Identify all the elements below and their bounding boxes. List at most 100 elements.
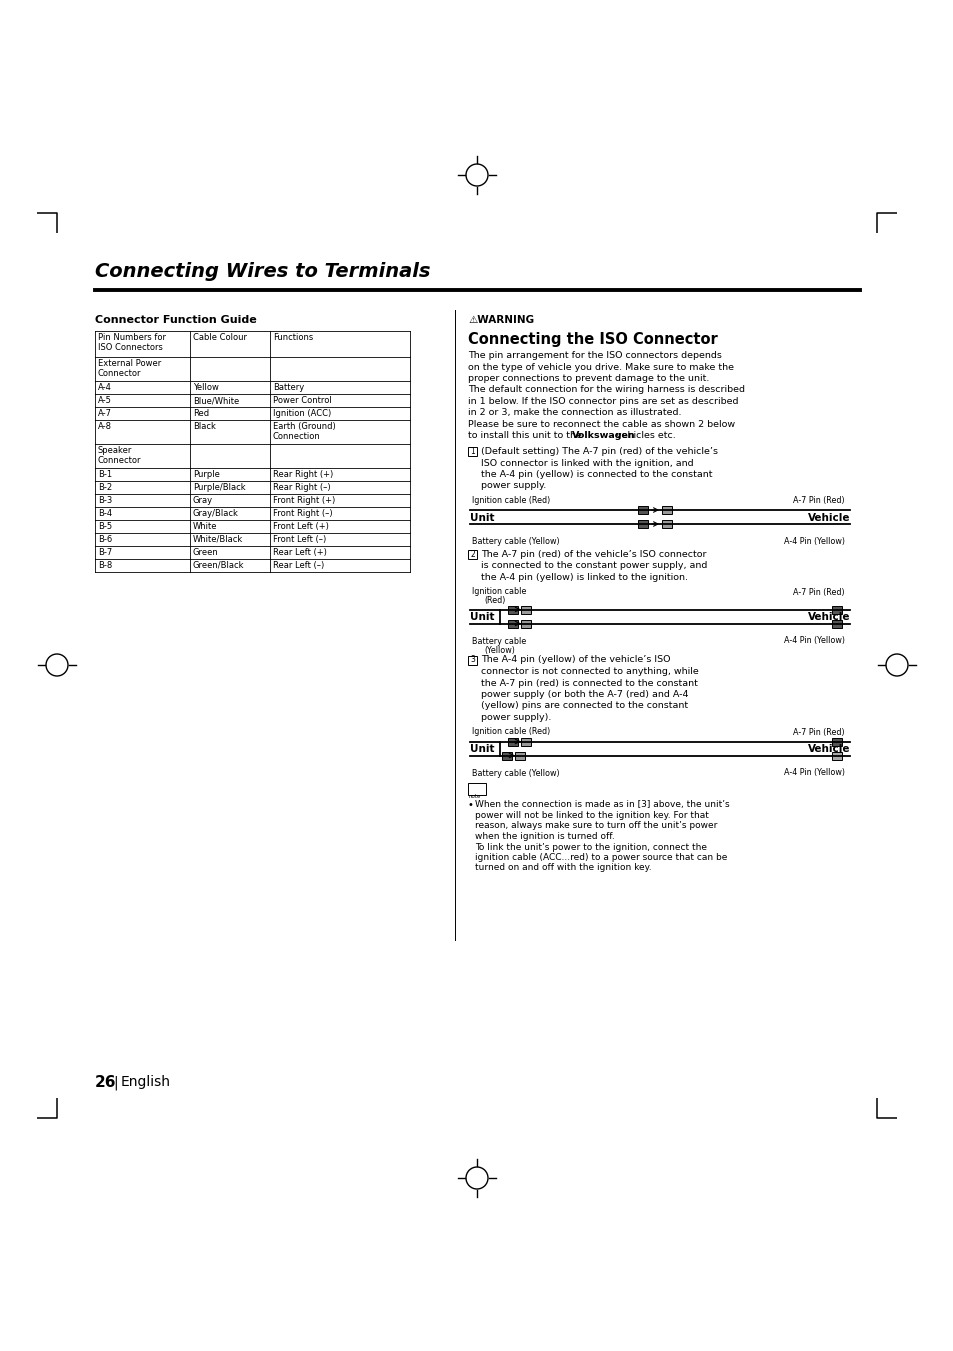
Text: the A-4 pin (yellow) is connected to the constant: the A-4 pin (yellow) is connected to the…	[480, 470, 712, 480]
Text: Functions: Functions	[273, 332, 313, 342]
Bar	[468, 782, 485, 794]
Bar	[520, 620, 531, 627]
Text: Battery cable (Yellow): Battery cable (Yellow)	[472, 536, 559, 546]
Text: ⚠WARNING: ⚠WARNING	[468, 315, 534, 326]
Text: on the type of vehicle you drive. Make sure to make the: on the type of vehicle you drive. Make s…	[468, 362, 733, 372]
Text: power will not be linked to the ignition key. For that: power will not be linked to the ignition…	[475, 811, 708, 820]
Text: Pin Numbers for
ISO Connectors: Pin Numbers for ISO Connectors	[98, 332, 166, 353]
Text: reason, always make sure to turn off the unit’s power: reason, always make sure to turn off the…	[475, 821, 717, 831]
Text: A-7 Pin (Red): A-7 Pin (Red)	[793, 588, 844, 597]
Text: (Red): (Red)	[483, 597, 505, 605]
Text: To link the unit’s power to the ignition, connect the: To link the unit’s power to the ignition…	[475, 843, 706, 851]
Text: 1: 1	[470, 447, 475, 457]
Text: Purple: Purple	[193, 470, 219, 480]
Text: Unit: Unit	[470, 612, 494, 623]
Text: A-5: A-5	[98, 396, 112, 405]
Text: turned on and off with the ignition key.: turned on and off with the ignition key.	[475, 863, 651, 873]
Text: A-7: A-7	[98, 409, 112, 417]
Text: Front Right (–): Front Right (–)	[273, 509, 333, 517]
Text: A-4 Pin (Yellow): A-4 Pin (Yellow)	[783, 636, 844, 646]
Text: is connected to the constant power supply, and: is connected to the constant power suppl…	[480, 562, 706, 570]
Bar	[468, 655, 476, 665]
Text: A-8: A-8	[98, 422, 112, 431]
Text: B-1: B-1	[98, 470, 112, 480]
Text: the A-4 pin (yellow) is linked to the ignition.: the A-4 pin (yellow) is linked to the ig…	[480, 573, 687, 582]
Text: 2: 2	[470, 550, 475, 559]
Text: Rear Right (–): Rear Right (–)	[273, 484, 331, 492]
Text: to install this unit to the: to install this unit to the	[468, 431, 584, 440]
Text: Unit: Unit	[470, 744, 494, 754]
Text: Red: Red	[193, 409, 209, 417]
Text: (yellow) pins are connected to the constant: (yellow) pins are connected to the const…	[480, 701, 687, 711]
Bar	[638, 520, 647, 528]
Text: English: English	[121, 1075, 171, 1089]
Bar	[520, 605, 531, 613]
Text: White: White	[193, 521, 217, 531]
Text: Battery: Battery	[273, 382, 304, 392]
Text: power supply).: power supply).	[480, 713, 551, 721]
Bar	[831, 738, 841, 746]
Text: B-7: B-7	[98, 549, 112, 557]
Text: A-4 Pin (Yellow): A-4 Pin (Yellow)	[783, 769, 844, 777]
Text: Rear Right (+): Rear Right (+)	[273, 470, 333, 480]
Bar	[661, 507, 671, 513]
Text: Black: Black	[193, 422, 215, 431]
Text: Vehicle: Vehicle	[806, 744, 849, 754]
Text: Earth (Ground)
Connection: Earth (Ground) Connection	[273, 422, 335, 442]
Text: Blue/White: Blue/White	[193, 396, 239, 405]
Text: power supply.: power supply.	[480, 481, 546, 490]
Text: Vehicle: Vehicle	[806, 513, 849, 523]
Text: the A-7 pin (red) is connected to the constant: the A-7 pin (red) is connected to the co…	[480, 678, 698, 688]
Text: A-4 Pin (Yellow): A-4 Pin (Yellow)	[783, 536, 844, 546]
Bar	[507, 605, 517, 613]
Text: vehicles etc.: vehicles etc.	[612, 431, 675, 440]
Text: Purple/Black: Purple/Black	[193, 484, 245, 492]
Text: The pin arrangement for the ISO connectors depends: The pin arrangement for the ISO connecto…	[468, 351, 721, 359]
Text: •: •	[468, 801, 474, 811]
Bar	[501, 751, 512, 759]
Text: ISO connector is linked with the ignition, and: ISO connector is linked with the ignitio…	[480, 458, 693, 467]
Bar	[661, 520, 671, 528]
Text: Green/Black: Green/Black	[193, 561, 244, 570]
Bar	[468, 447, 476, 457]
Text: connector is not connected to anything, while: connector is not connected to anything, …	[480, 667, 698, 676]
Text: Yellow: Yellow	[193, 382, 218, 392]
Text: Battery cable: Battery cable	[472, 636, 526, 646]
Bar	[638, 507, 647, 513]
Text: Ignition cable (Red): Ignition cable (Red)	[472, 496, 550, 505]
Text: Front Left (+): Front Left (+)	[273, 521, 329, 531]
Text: Gray: Gray	[193, 496, 213, 505]
Bar	[507, 620, 517, 627]
Text: Cable Colour: Cable Colour	[193, 332, 247, 342]
Text: note: note	[469, 794, 481, 800]
Text: Rear Left (+): Rear Left (+)	[273, 549, 327, 557]
Text: External Power
Connector: External Power Connector	[98, 359, 161, 378]
Bar	[831, 620, 841, 627]
Text: B-2: B-2	[98, 484, 112, 492]
Text: The A-7 pin (red) of the vehicle’s ISO connector: The A-7 pin (red) of the vehicle’s ISO c…	[480, 550, 706, 559]
Text: Volkswagen: Volkswagen	[572, 431, 635, 440]
Text: B-6: B-6	[98, 535, 112, 544]
Text: The A-4 pin (yellow) of the vehicle’s ISO: The A-4 pin (yellow) of the vehicle’s IS…	[480, 655, 670, 665]
Text: Ignition (ACC): Ignition (ACC)	[273, 409, 331, 417]
Text: ignition cable (ACC...red) to a power source that can be: ignition cable (ACC...red) to a power so…	[475, 852, 726, 862]
Text: Front Right (+): Front Right (+)	[273, 496, 335, 505]
Bar	[507, 738, 517, 746]
Text: A-7 Pin (Red): A-7 Pin (Red)	[793, 496, 844, 505]
Text: When the connection is made as in [3] above, the unit’s: When the connection is made as in [3] ab…	[475, 801, 729, 809]
Bar	[468, 550, 476, 559]
Text: The default connection for the wiring harness is described: The default connection for the wiring ha…	[468, 385, 744, 394]
Text: B-5: B-5	[98, 521, 112, 531]
Text: |: |	[112, 1075, 117, 1089]
Text: Green: Green	[193, 549, 218, 557]
Bar	[831, 605, 841, 613]
Text: 3: 3	[470, 655, 475, 665]
Text: Battery cable (Yellow): Battery cable (Yellow)	[472, 769, 559, 777]
Text: in 2 or 3, make the connection as illustrated.: in 2 or 3, make the connection as illust…	[468, 408, 680, 417]
Text: A-4: A-4	[98, 382, 112, 392]
Text: Connecting Wires to Terminals: Connecting Wires to Terminals	[95, 262, 430, 281]
Text: Please be sure to reconnect the cable as shown 2 below: Please be sure to reconnect the cable as…	[468, 420, 735, 430]
Text: 26: 26	[95, 1075, 116, 1090]
Text: Unit: Unit	[470, 513, 494, 523]
Text: B-4: B-4	[98, 509, 112, 517]
